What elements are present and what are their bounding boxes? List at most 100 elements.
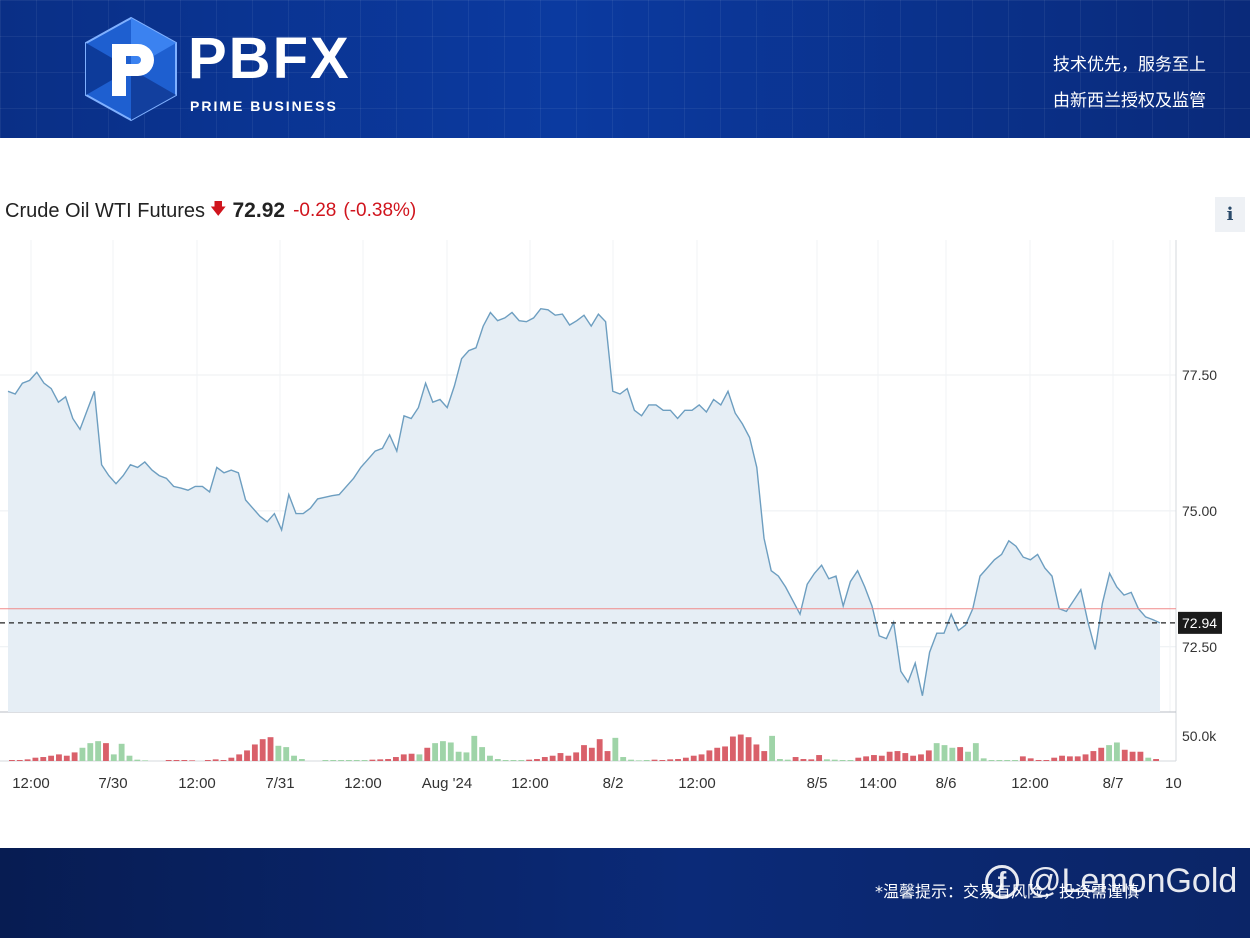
volume-bar (471, 735, 478, 761)
volume-bar (816, 755, 823, 761)
volume-bar (24, 759, 31, 761)
volume-bar (502, 760, 509, 761)
volume-bar (682, 757, 689, 761)
volume-bar (173, 760, 180, 761)
y-axis: 77.50 75.00 72.50 (1182, 367, 1217, 655)
volume-bar (941, 745, 948, 761)
volume-bar (244, 750, 250, 761)
volume-bar (1137, 751, 1144, 761)
volume-bar (1074, 756, 1081, 761)
volume-bar (769, 735, 775, 761)
volume-bar (103, 743, 109, 761)
volume-bar (635, 760, 642, 761)
volume-bar (839, 760, 846, 761)
volume-bar (925, 750, 932, 761)
volume-bar (996, 760, 1003, 761)
footer-banner (0, 848, 1250, 938)
volume-bar (667, 759, 674, 761)
volume-bar (134, 759, 141, 761)
info-icon[interactable]: i (1215, 197, 1245, 232)
x-tick-label: 8/6 (936, 775, 957, 792)
volume-bar (918, 754, 924, 761)
volume-bar (1051, 757, 1058, 761)
y-tick-label: 77.50 (1182, 367, 1217, 383)
volume-bar (1106, 745, 1112, 761)
volume-bar (808, 759, 815, 761)
volume-bar (1153, 759, 1159, 761)
volume-bar (588, 747, 595, 761)
volume-bar (79, 747, 86, 761)
volume-bar (400, 754, 407, 761)
arrow-down-icon: 🡇 (210, 200, 227, 218)
logo-tagline: PRIME BUSINESS (190, 98, 338, 114)
header-grid-pattern (0, 0, 1250, 138)
volume-bar (581, 745, 587, 761)
volume-bar (87, 743, 94, 761)
volume-bar (275, 745, 282, 761)
x-tick-label: 7/31 (265, 775, 294, 792)
volume-bar (863, 756, 870, 761)
volume-bar (1145, 757, 1152, 761)
volume-bar (761, 751, 768, 761)
volume-bar (1113, 742, 1120, 761)
volume-bar (56, 754, 62, 761)
volume-bar (534, 759, 540, 761)
x-tick-label: 12:00 (511, 775, 549, 792)
last-price: 72.92 (232, 199, 286, 222)
volume-bar (1129, 751, 1136, 761)
facebook-icon: f (985, 864, 1019, 899)
volume-bar (424, 747, 431, 761)
volume-bar (698, 754, 705, 761)
volume-bar (9, 760, 15, 761)
x-tick-label: 7/30 (98, 775, 127, 792)
watermark: f @LemonGold (985, 862, 1237, 901)
x-tick-label: Aug '24 (422, 775, 472, 792)
volume-bar (1004, 760, 1011, 761)
volume-bar (1019, 756, 1026, 761)
volume-bar (549, 755, 556, 761)
volume-bar (479, 747, 486, 761)
volume-bar (455, 751, 462, 761)
volume-bar (385, 759, 391, 761)
volume-bar (369, 759, 376, 761)
volume-bar (737, 734, 744, 761)
volume-bar (212, 759, 219, 761)
volume-bar (706, 750, 713, 761)
last-price-marker: 72.94 (1178, 611, 1222, 634)
volume-bar (1059, 755, 1065, 761)
volume-bar (847, 760, 854, 761)
volume-bar (330, 760, 337, 761)
y-tick-label: 75.00 (1182, 503, 1217, 519)
volume-bar (118, 743, 125, 761)
volume-bar (949, 747, 956, 761)
volume-bar (71, 752, 78, 761)
volume-bar (722, 746, 728, 761)
volume-bar (878, 755, 885, 761)
volume-bar (777, 759, 783, 761)
volume-bar (612, 737, 619, 761)
watermark-text: @LemonGold (1027, 862, 1238, 900)
volume-bar (432, 743, 439, 761)
volume-bar (792, 757, 799, 761)
volume-bar (40, 757, 47, 761)
volume-bar (181, 760, 188, 761)
volume-bar (800, 759, 807, 761)
volume-bar (204, 760, 211, 761)
x-tick-label: 8/2 (603, 775, 624, 792)
volume-bar (855, 757, 862, 761)
x-tick-label: 12:00 (678, 775, 716, 792)
price-area-fill (8, 308, 1160, 712)
volume-bar (526, 759, 533, 761)
volume-bar (16, 760, 23, 761)
volume-bar (965, 751, 971, 761)
volume-bar (1121, 749, 1128, 761)
price-line (7, 307, 1161, 696)
volume-bar (894, 751, 901, 761)
volume-bar (63, 755, 70, 761)
y-tick-label: 72.50 (1182, 639, 1217, 655)
volume-bar (714, 747, 721, 761)
volume-bar (377, 759, 384, 761)
volume-bar (236, 754, 243, 761)
brand-header: PBFX PRIME BUSINESS 技术优先，服务至上 由新西兰授权及监管 (0, 0, 1250, 138)
